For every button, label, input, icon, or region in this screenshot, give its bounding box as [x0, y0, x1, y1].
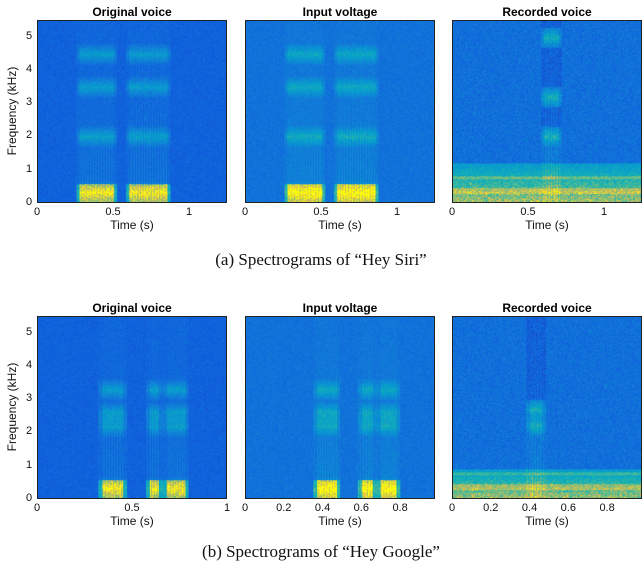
y-tick-label: 3	[26, 392, 33, 405]
x-tick-label: 0.5	[313, 206, 329, 218]
figure-caption: (b) Spectrograms of “Hey Google”	[202, 542, 440, 561]
spectrogram-heatmap	[246, 317, 434, 498]
x-tick-label: 1	[185, 206, 193, 218]
x-tick-label: 0.2	[483, 502, 499, 514]
x-tick-label: 1	[393, 206, 401, 218]
x-tick-label: 0	[448, 502, 456, 514]
x-axis-label: Time (s)	[525, 514, 569, 528]
x-axis-label: Time (s)	[110, 218, 154, 232]
y-tick-label: 5	[26, 325, 33, 338]
y-tick-label: 0	[26, 492, 33, 504]
y-axis-label: Frequency (kHz)	[5, 66, 19, 155]
spectrogram-heatmap	[38, 21, 226, 202]
spectrogram-heatmap	[453, 21, 641, 202]
x-tick-label: 0.8	[392, 502, 408, 514]
x-tick-label: 1	[223, 502, 231, 514]
x-tick-label: 0.5	[124, 502, 140, 514]
x-axis-label: Time (s)	[318, 514, 362, 528]
y-tick-label: 1	[26, 162, 33, 175]
panel-title: Original voice	[92, 301, 172, 315]
x-tick-label: 0	[33, 206, 41, 218]
x-tick-label: 0	[241, 502, 249, 514]
x-tick-label: 0.6	[560, 502, 576, 514]
spectrogram-plot	[37, 20, 227, 203]
y-tick-label: 2	[26, 425, 33, 438]
panel-title: Original voice	[92, 5, 172, 19]
x-tick-label: 0	[448, 206, 456, 218]
y-tick-label: 5	[26, 29, 33, 42]
x-tick-label: 0.8	[599, 502, 615, 514]
spectrogram-plot	[452, 316, 642, 499]
x-axis-label: Time (s)	[525, 218, 569, 232]
figure-caption: (a) Spectrograms of “Hey Siri”	[215, 250, 427, 269]
x-tick-label: 0.4	[314, 502, 331, 514]
x-tick-label: 0.4	[521, 502, 538, 514]
x-axis-label: Time (s)	[318, 218, 362, 232]
panel-title: Input voltage	[302, 301, 378, 315]
spectrogram-heatmap	[453, 317, 641, 498]
spectrogram-plot	[245, 316, 435, 499]
x-tick-label: 1	[600, 206, 608, 218]
x-tick-label: 0	[241, 206, 249, 218]
panel-title: Input voltage	[302, 5, 378, 19]
y-tick-label: 0	[26, 196, 33, 208]
spectrogram-heatmap	[38, 317, 226, 498]
y-tick-label: 4	[26, 358, 33, 371]
spectrogram-plot	[245, 20, 435, 203]
panel-title: Recorded voice	[502, 301, 592, 315]
y-tick-label: 1	[26, 458, 33, 471]
y-axis-label: Frequency (kHz)	[5, 362, 19, 451]
spectrogram-plot	[452, 20, 642, 203]
x-axis-label: Time (s)	[110, 514, 154, 528]
spectrogram-plot	[37, 316, 227, 499]
x-tick-label: 0.5	[105, 206, 121, 218]
y-tick-label: 4	[26, 62, 33, 75]
x-tick-label: 0	[33, 502, 41, 514]
spectrogram-heatmap	[246, 21, 434, 202]
x-tick-label: 0.6	[353, 502, 369, 514]
y-tick-label: 2	[26, 129, 33, 142]
x-tick-label: 0.5	[520, 206, 536, 218]
y-tick-label: 3	[26, 96, 33, 109]
x-tick-label: 0.2	[276, 502, 292, 514]
panel-title: Recorded voice	[502, 5, 592, 19]
